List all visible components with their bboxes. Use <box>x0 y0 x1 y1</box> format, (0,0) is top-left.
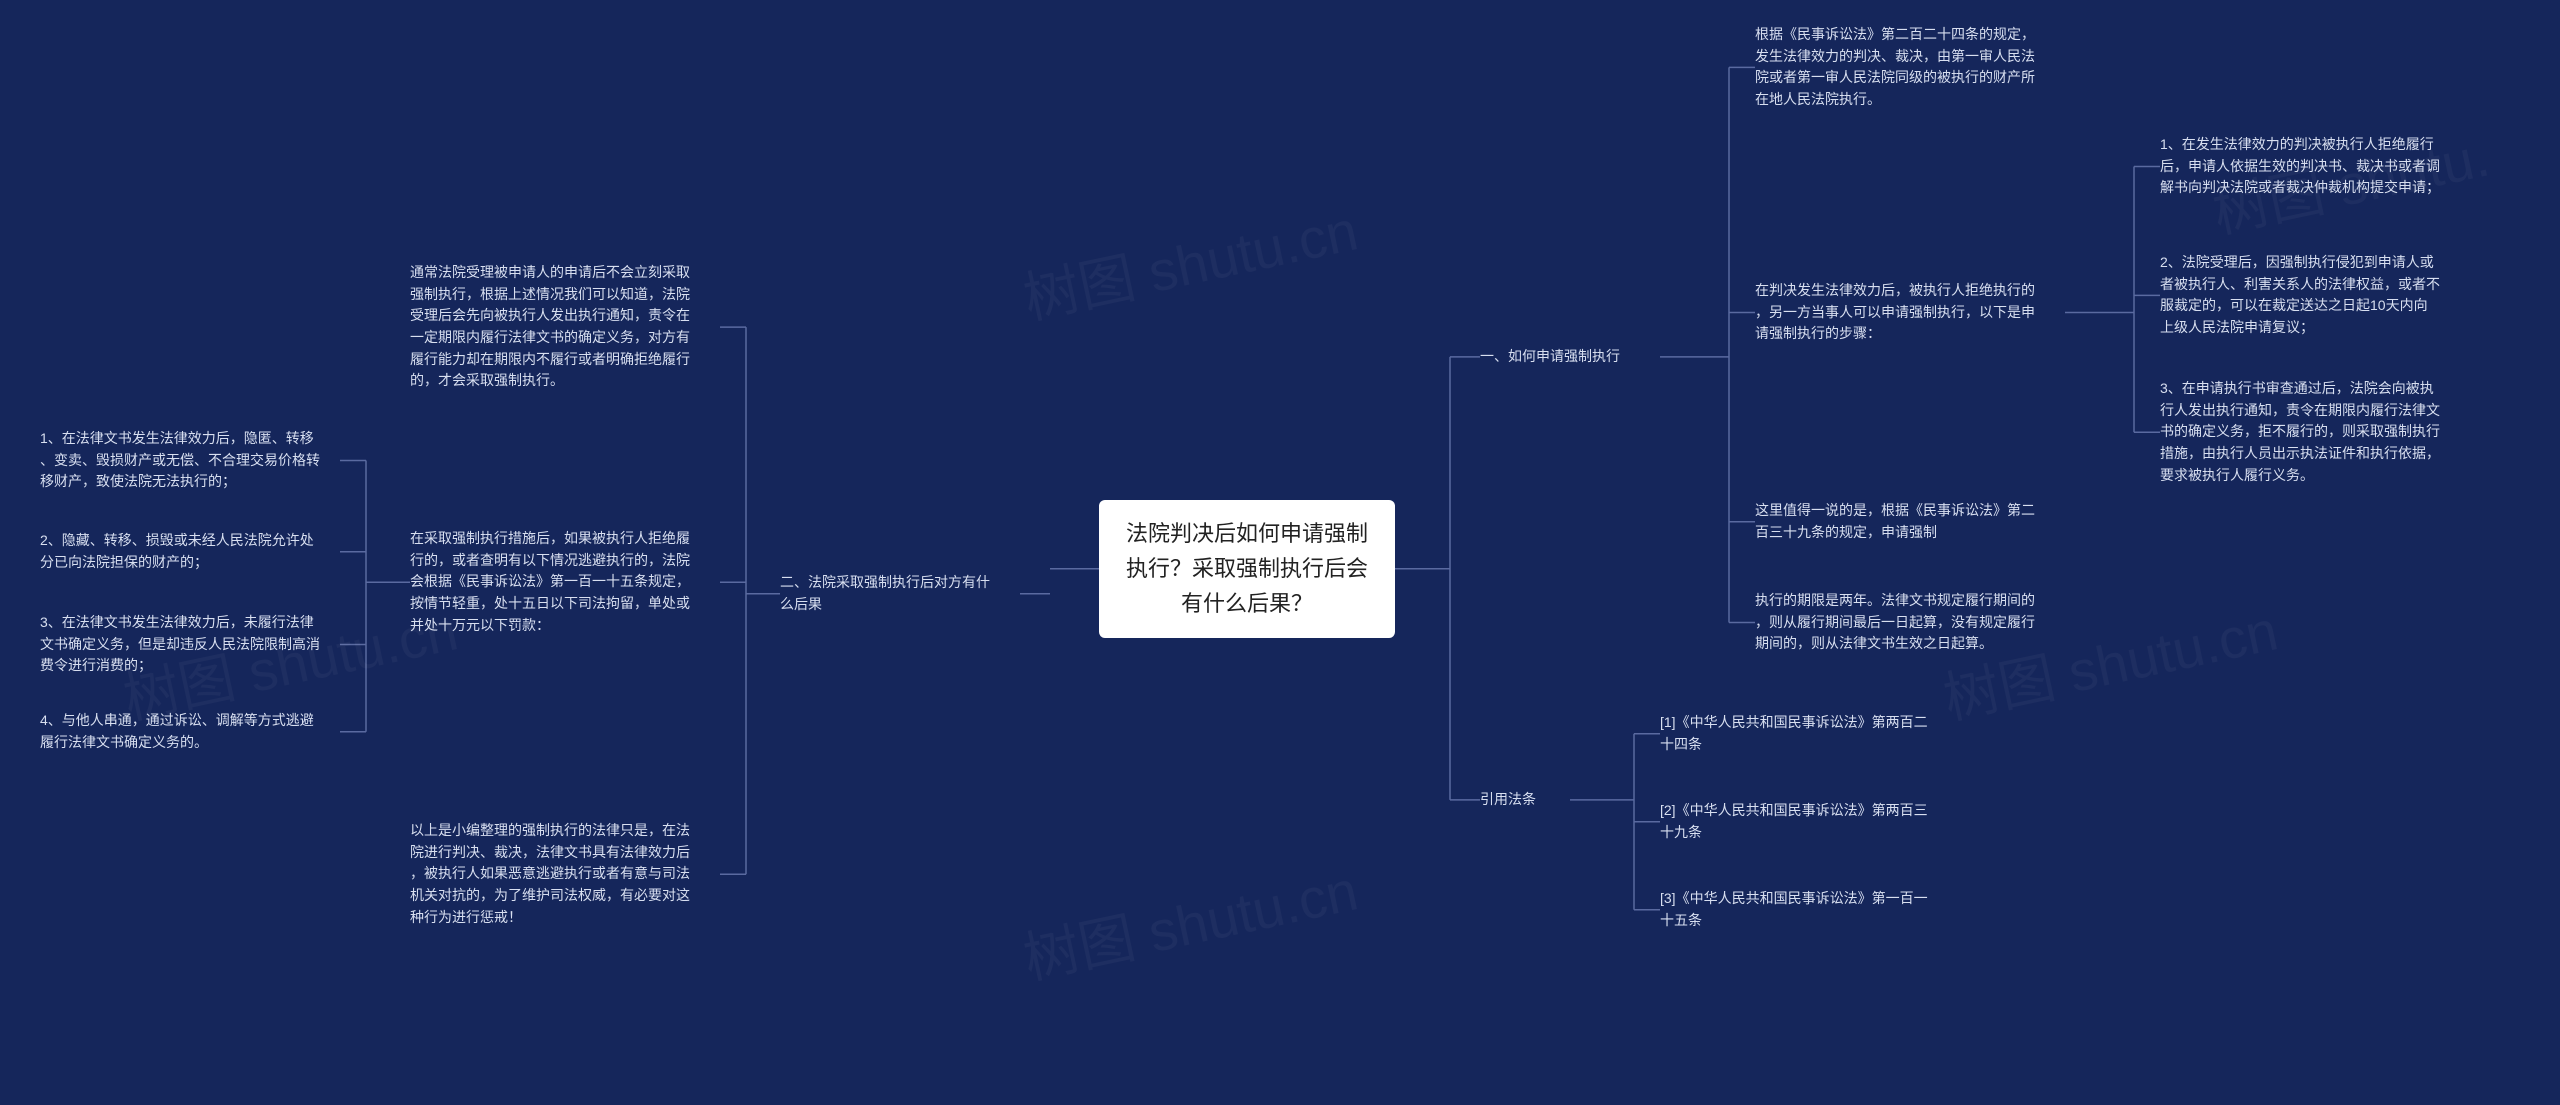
node-l1c1: 通常法院受理被申请人的申请后不会立刻采取 强制执行，根据上述情况我们可以知道，法… <box>410 262 720 392</box>
node-l1c2d: 4、与他人串通，通过诉讼、调解等方式逃避 履行法律文书确定义务的。 <box>40 710 340 753</box>
branch-r1: 一、如何申请强制执行 <box>1480 346 1660 368</box>
node-r1c3: 这里值得一说的是，根据《民事诉讼法》第二 百三十九条的规定，申请强制 <box>1755 500 2065 543</box>
node-r1c2b: 2、法院受理后，因强制执行侵犯到申请人或 者被执行人、利害关系人的法律权益，或者… <box>2160 252 2470 339</box>
node-r1c2: 在判决发生法律效力后，被执行人拒绝执行的 ，另一方当事人可以申请强制执行，以下是… <box>1755 280 2065 345</box>
node-r1c2c: 3、在申请执行书审查通过后，法院会向被执 行人发出执行通知，责令在期限内履行法律… <box>2160 378 2470 486</box>
node-l1c3: 以上是小编整理的强制执行的法律只是，在法 院进行判决、裁决，法律文书具有法律效力… <box>410 820 720 928</box>
mindmap-root: 法院判决后如何申请强制 执行？采取强制执行后会 有什么后果？ <box>1099 500 1395 638</box>
watermark: 树图 shutu.cn <box>1015 186 1364 336</box>
node-r1c2a: 1、在发生法律效力的判决被执行人拒绝履行 后，申请人依据生效的判决书、裁决书或者… <box>2160 134 2470 199</box>
node-l1c2: 在采取强制执行措施后，如果被执行人拒绝履 行的，或者查明有以下情况逃避执行的，法… <box>410 528 720 636</box>
node-r2c3: [3]《中华人民共和国民事诉讼法》第一百一 十五条 <box>1660 888 1960 931</box>
node-l1c2b: 2、隐藏、转移、损毁或未经人民法院允许处 分已向法院担保的财产的； <box>40 530 340 573</box>
node-r1c4: 执行的期限是两年。法律文书规定履行期间的 ，则从履行期间最后一日起算，没有规定履… <box>1755 590 2065 655</box>
node-r1c1: 根据《民事诉讼法》第二百二十四条的规定， 发生法律效力的判决、裁决，由第一审人民… <box>1755 24 2065 111</box>
node-l1c2c: 3、在法律文书发生法律效力后，未履行法律 文书确定义务，但是却违反人民法院限制高… <box>40 612 340 677</box>
watermark: 树图 shutu.cn <box>1015 846 1364 996</box>
branch-l1: 二、法院采取强制执行后对方有什 么后果 <box>780 572 1020 615</box>
node-r2c1: [1]《中华人民共和国民事诉讼法》第两百二 十四条 <box>1660 712 1960 755</box>
node-l1c2a: 1、在法律文书发生法律效力后，隐匿、转移 、变卖、毁损财产或无偿、不合理交易价格… <box>40 428 340 493</box>
branch-r2: 引用法条 <box>1480 789 1570 811</box>
node-r2c2: [2]《中华人民共和国民事诉讼法》第两百三 十九条 <box>1660 800 1960 843</box>
